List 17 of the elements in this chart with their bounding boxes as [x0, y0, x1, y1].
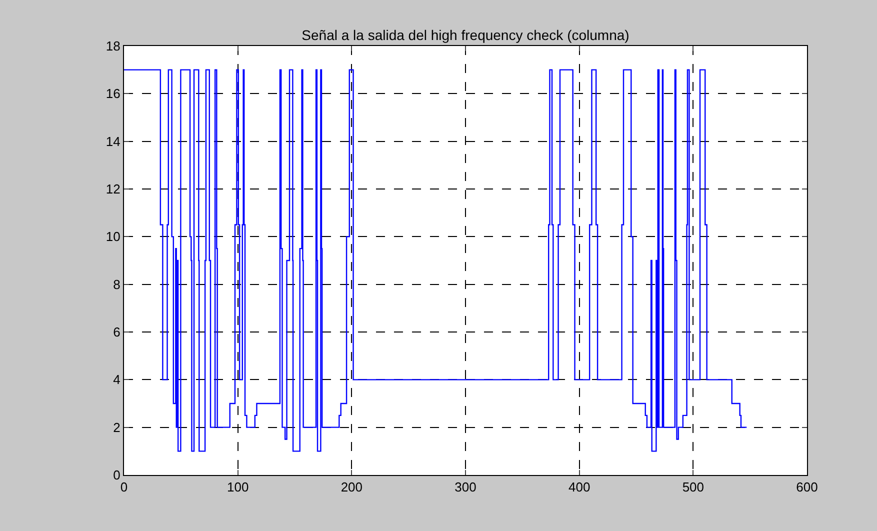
x-tick-label: 100 [226, 480, 249, 495]
x-tick-label: 200 [340, 480, 363, 495]
y-tick-label: 2 [113, 420, 120, 435]
y-tick-label: 12 [106, 182, 120, 197]
y-tick-label: 14 [106, 134, 120, 149]
x-tick-label: 500 [682, 480, 704, 495]
y-tick-label: 16 [106, 86, 120, 102]
x-tick-label: 400 [568, 480, 590, 495]
y-tick-label: 4 [113, 372, 120, 388]
y-tick-label: 18 [106, 38, 120, 54]
y-tick-label: 8 [113, 276, 120, 292]
y-tick-label: 0 [113, 468, 120, 483]
x-tick-label: 600 [796, 480, 818, 495]
y-tick-label: 10 [106, 229, 120, 244]
chart-title: Señal a la salida del high frequency check (columna) [302, 26, 630, 43]
x-tick-label: 300 [454, 480, 476, 495]
y-tick-label: 6 [113, 324, 120, 340]
